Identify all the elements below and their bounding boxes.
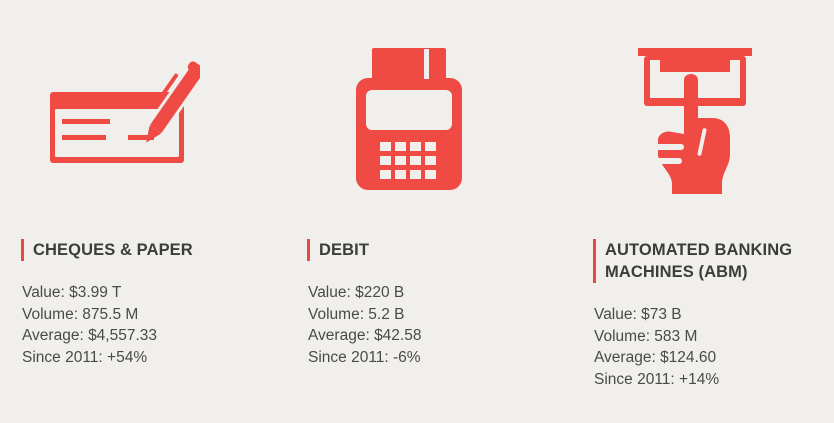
cheques-paper-average: Average: $4,557.33	[22, 327, 158, 345]
abm-average: Average: $124.60	[594, 349, 717, 367]
cheque-pen-icon	[50, 61, 200, 163]
cheques-paper-stats: Value: $3.99 T Volume: 875.5 M Average: …	[22, 282, 157, 368]
abm-since-2011: Since 2011: +14%	[594, 370, 720, 388]
abm-heading-line-1: AUTOMATED BANKING	[605, 241, 793, 259]
debit-value: Value: $220 B	[308, 284, 405, 301]
debit-heading: DEBIT	[307, 239, 369, 261]
cheques-paper-heading: CHEQUES & PAPER	[21, 239, 193, 261]
cheques-paper-since-2011: Since 2011: +54%	[22, 348, 148, 366]
abm-volume: Volume: 583 M	[594, 327, 698, 345]
abm-value: Value: $73 B	[594, 306, 682, 323]
cheques-paper-volume: Volume: 875.5 M	[22, 305, 139, 323]
cheques-paper-value: Value: $3.99 T	[22, 284, 122, 301]
debit-terminal-icon	[356, 48, 462, 190]
debit-since-2011: Since 2011: -6%	[308, 348, 421, 366]
abm-stats: Value: $73 B Volume: 583 M Average: $124…	[594, 304, 719, 390]
abm-cash-withdrawal-icon	[638, 48, 752, 194]
abm-heading: AUTOMATED BANKING MACHINES (ABM)	[593, 239, 792, 283]
debit-average: Average: $42.58	[308, 327, 422, 345]
abm-heading-line-2: MACHINES (ABM)	[605, 263, 748, 281]
debit-stats: Value: $220 B Volume: 5.2 B Average: $42…	[308, 282, 421, 368]
debit-volume: Volume: 5.2 B	[308, 305, 405, 323]
debit-heading-line-1: DEBIT	[319, 241, 369, 259]
cheques-paper-heading-line-1: CHEQUES & PAPER	[33, 241, 193, 259]
